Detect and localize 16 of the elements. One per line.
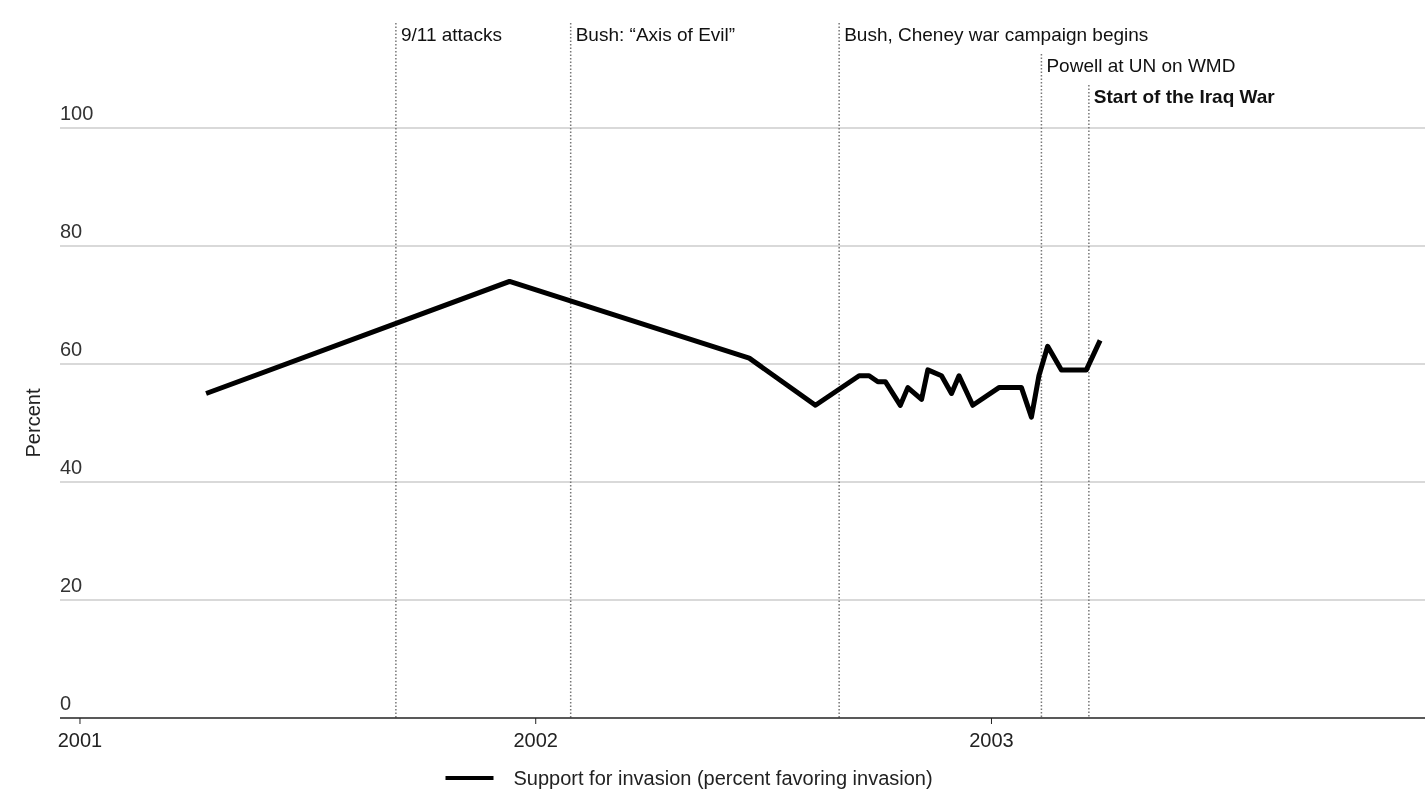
ref-line-label: Powell at UN on WMD bbox=[1046, 55, 1236, 76]
ref-line-label: Bush: “Axis of Evil” bbox=[575, 24, 736, 45]
y-tick-label: 20 bbox=[60, 574, 83, 596]
x-tick-label: 2003 bbox=[969, 729, 1014, 751]
y-tick-label: 100 bbox=[60, 102, 94, 124]
legend-label: Support for invasion (percent favoring invasion) bbox=[513, 767, 933, 789]
x-tick-label: 2002 bbox=[513, 729, 558, 751]
y-tick-label: 80 bbox=[60, 220, 83, 242]
ref-line-label: 9/11 attacks bbox=[400, 24, 502, 45]
x-tick-label: 2001 bbox=[57, 729, 103, 751]
y-tick-label: 40 bbox=[60, 456, 83, 478]
y-tick-label: 0 bbox=[60, 692, 72, 714]
y-tick-label: 60 bbox=[60, 338, 83, 360]
ref-line-label: Start of the Iraq War bbox=[1093, 86, 1276, 107]
ref-line-label: Bush, Cheney war campaign begins bbox=[844, 24, 1149, 45]
y-axis-title: Percent bbox=[22, 388, 44, 458]
